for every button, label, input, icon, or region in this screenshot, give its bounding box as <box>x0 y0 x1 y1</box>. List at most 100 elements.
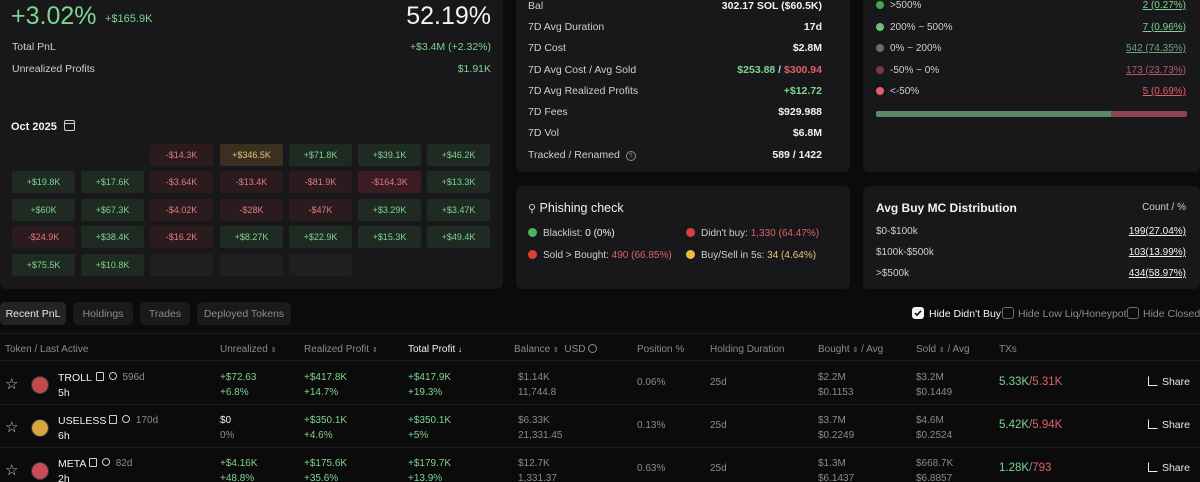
calendar-day[interactable]: +$71.8K <box>289 144 352 166</box>
calendar-day[interactable]: -$164.3K <box>358 171 421 193</box>
copy-icon[interactable] <box>95 372 104 381</box>
search-icon[interactable] <box>108 372 117 380</box>
calendar-day[interactable]: +$13.3K <box>427 171 490 193</box>
calendar-day[interactable]: -$81.9K <box>289 171 352 193</box>
calendar-day[interactable]: -$4.02K <box>150 199 213 221</box>
calendar-day[interactable] <box>289 254 352 276</box>
col-total-profit[interactable]: Total Profit ↓ <box>408 344 463 355</box>
help-icon[interactable]: ? <box>625 151 636 161</box>
calendar-day[interactable]: -$28K <box>220 199 283 221</box>
hide-low-liq-label[interactable]: Hide Low Liq/Honeypot <box>1018 308 1127 320</box>
calendar-day[interactable]: +$19.8K <box>12 171 75 193</box>
calendar-day[interactable]: -$13.4K <box>220 171 283 193</box>
calendar-day[interactable] <box>150 254 213 276</box>
phishing-panel: ⚲ Phishing check Blacklist: 0 (0%) Didn'… <box>516 186 850 289</box>
sold-avg: $0.1449 <box>916 387 953 398</box>
distribution-row-value[interactable]: 5 (0.69%) <box>1142 86 1186 97</box>
col-unrealized[interactable]: Unrealized ⇕ <box>220 344 277 355</box>
token-name[interactable]: USELESS <box>58 415 107 427</box>
hide-low-liq-checkbox[interactable] <box>1002 307 1014 319</box>
unrealized-value: $1.91K <box>457 63 491 75</box>
tab-recent-pnl[interactable]: Recent PnL <box>0 302 66 325</box>
calendar-day[interactable]: -$16.2K <box>150 226 213 248</box>
currency-icon[interactable] <box>588 344 598 353</box>
stats-panel: Bal 302.17 SOL ($60.5K) 7D Avg Duration … <box>516 0 850 172</box>
calendar-day[interactable]: -$47K <box>289 199 352 221</box>
mc-row-value[interactable]: 199(27.04%) <box>1128 226 1186 237</box>
header-divider-top <box>0 333 1200 334</box>
search-icon[interactable] <box>121 415 130 423</box>
tab-holdings[interactable]: Holdings <box>73 302 133 325</box>
calendar-day[interactable]: +$22.9K <box>289 226 352 248</box>
avg-cost: $253.88 <box>737 64 776 76</box>
holding-duration: 25d <box>710 463 727 474</box>
share-button[interactable]: Share <box>1147 376 1190 388</box>
copy-icon[interactable] <box>88 458 97 467</box>
calendar-day[interactable]: -$3.64K <box>150 171 213 193</box>
calendar-day[interactable]: +$3.47K <box>427 199 490 221</box>
calendar-day[interactable]: +$39.1K <box>358 144 421 166</box>
col-holding[interactable]: Holding Duration <box>710 344 785 355</box>
fees-value: $929.988 <box>778 106 822 118</box>
calendar-day[interactable]: +$17.6K <box>81 171 144 193</box>
calendar-day[interactable]: +$10.8K <box>81 254 144 276</box>
star-icon[interactable]: ☆ <box>5 462 19 479</box>
calendar-day[interactable]: +$15.3K <box>358 226 421 248</box>
balance-usd: $12.7K <box>518 458 550 469</box>
calendar-day[interactable]: +$8.27K <box>220 226 283 248</box>
calendar-day[interactable]: +$46.2K <box>427 144 490 166</box>
col-sold[interactable]: Sold ⇕ / Avg <box>916 344 970 355</box>
mc-row-label: $0-$100k <box>876 226 918 237</box>
total-pnl-label: Total PnL <box>12 41 56 53</box>
star-icon[interactable]: ☆ <box>5 376 19 393</box>
col-token[interactable]: Token / Last Active <box>5 344 89 355</box>
calendar-day[interactable]: +$60K <box>12 199 75 221</box>
calendar-day[interactable]: +$3.29K <box>358 199 421 221</box>
bal-value: 302.17 SOL ($60.5K) <box>721 0 822 12</box>
bought-avg: $6.1437 <box>818 473 855 482</box>
hide-closed-label[interactable]: Hide Closed <box>1143 308 1200 320</box>
token-name[interactable]: META <box>58 458 87 470</box>
header-divider-bottom <box>0 360 1200 361</box>
copy-icon[interactable] <box>108 415 117 424</box>
mc-title: Avg Buy MC Distribution <box>876 201 1017 215</box>
hide-didnt-buy-checkbox[interactable] <box>912 307 924 319</box>
col-txs[interactable]: TXs <box>999 344 1017 355</box>
calendar-day[interactable]: +$75.5K <box>12 254 75 276</box>
search-icon[interactable] <box>101 458 110 466</box>
calendar-day[interactable]: -$14.3K <box>150 144 213 166</box>
bought-value: $3.7M <box>818 415 846 426</box>
hide-didnt-buy-label[interactable]: Hide Didn't Buy <box>929 308 1002 320</box>
calendar-day[interactable]: +$38.4K <box>81 226 144 248</box>
tracked-label: Tracked / Renamed ? <box>528 149 636 161</box>
share-button[interactable]: Share <box>1147 419 1190 431</box>
distribution-row-value[interactable]: 542 (74.35%) <box>1125 43 1186 54</box>
mc-row-value[interactable]: 434(58.97%) <box>1128 268 1186 279</box>
holding-duration: 25d <box>710 420 727 431</box>
mc-row-value[interactable]: 103(13.99%) <box>1128 247 1186 258</box>
tab-trades[interactable]: Trades <box>140 302 190 325</box>
hide-closed-checkbox[interactable] <box>1127 307 1139 319</box>
unrealized-value: +$4.16K <box>220 458 258 469</box>
col-position[interactable]: Position % <box>637 344 685 355</box>
tab-deployed-tokens[interactable]: Deployed Tokens <box>197 302 291 325</box>
distribution-row-label: <-50% <box>876 86 919 97</box>
distribution-row-value[interactable]: 2 (0.27%) <box>1142 0 1186 11</box>
calendar-day[interactable]: +$49.4K <box>427 226 490 248</box>
distribution-row-value[interactable]: 7 (0.96%) <box>1142 21 1186 33</box>
col-bought[interactable]: Bought ⇕ / Avg <box>818 344 884 355</box>
pnl-percent: +3.02% <box>11 2 97 30</box>
calendar-day[interactable]: +$67.3K <box>81 199 144 221</box>
share-button[interactable]: Share <box>1147 462 1190 474</box>
token-avatar <box>31 462 49 480</box>
token-name[interactable]: TROLL <box>58 372 92 384</box>
star-icon[interactable]: ☆ <box>5 419 19 436</box>
red-circle-icon <box>528 250 537 259</box>
calendar-day[interactable] <box>220 254 283 276</box>
calendar-day[interactable]: +$346.5K <box>220 144 283 166</box>
calendar-icon[interactable] <box>64 120 75 131</box>
col-balance[interactable]: Balance ⇕ USD <box>514 344 598 355</box>
distribution-row-value[interactable]: 173 (23.73%) <box>1125 64 1186 76</box>
col-realized[interactable]: Realized Profit ⇕ <box>304 344 378 355</box>
calendar-day[interactable]: -$24.9K <box>12 226 75 248</box>
